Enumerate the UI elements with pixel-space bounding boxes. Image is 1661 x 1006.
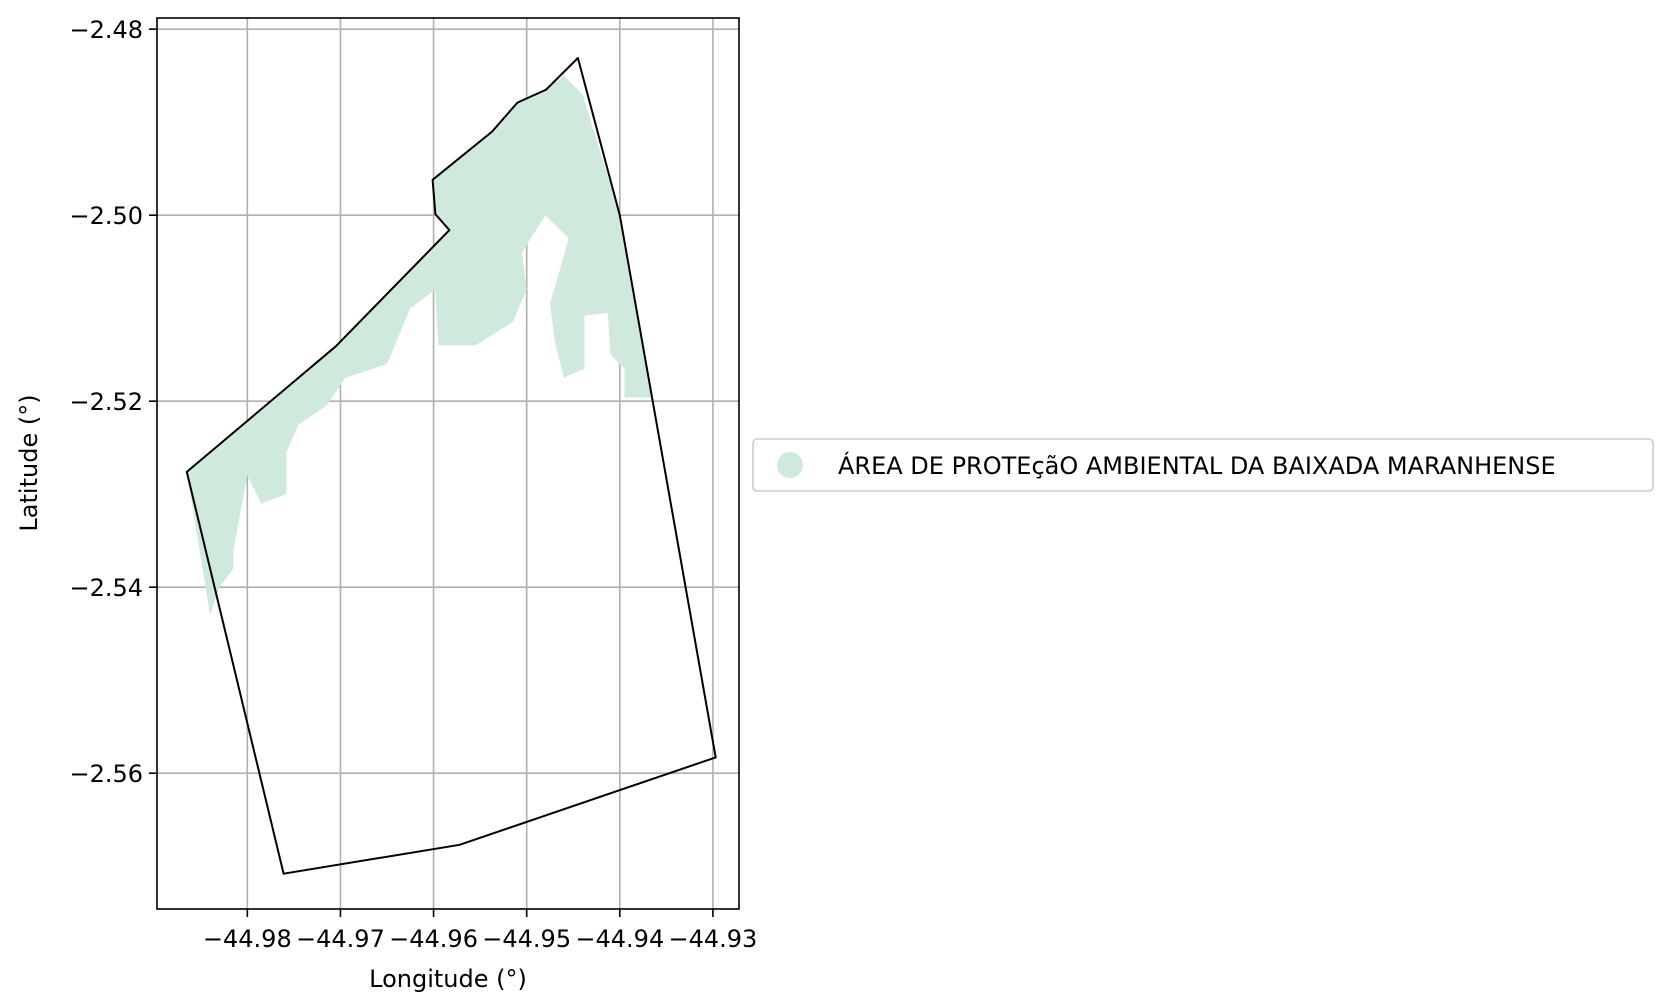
y-tick-label: −2.54: [69, 574, 143, 602]
y-tick-label: −2.50: [69, 202, 143, 230]
x-axis-ticks: −44.98 −44.97 −44.96 −44.95 −44.94 −44.93: [203, 909, 757, 953]
x-tick-label: −44.98: [203, 925, 292, 953]
x-tick-label: −44.93: [669, 925, 758, 953]
legend-marker: [777, 452, 803, 478]
y-tick-label: −2.52: [69, 388, 143, 416]
y-tick-label: −2.48: [69, 16, 143, 44]
x-tick-label: −44.94: [575, 925, 664, 953]
x-tick-label: −44.95: [482, 925, 571, 953]
y-axis-ticks: −2.48 −2.50 −2.52 −2.54 −2.56: [69, 16, 157, 788]
x-tick-label: −44.96: [389, 925, 478, 953]
legend-label: ÁREA DE PROTEçãO AMBIENTAL DA BAIXADA MA…: [838, 451, 1556, 480]
y-tick-label: −2.56: [69, 760, 143, 788]
legend: ÁREA DE PROTEçãO AMBIENTAL DA BAIXADA MA…: [753, 439, 1653, 491]
x-tick-label: −44.97: [296, 925, 385, 953]
x-axis-label: Longitude (°): [369, 965, 527, 993]
y-axis-label: Latitude (°): [15, 394, 43, 531]
protected-area-polygon: [187, 76, 653, 615]
